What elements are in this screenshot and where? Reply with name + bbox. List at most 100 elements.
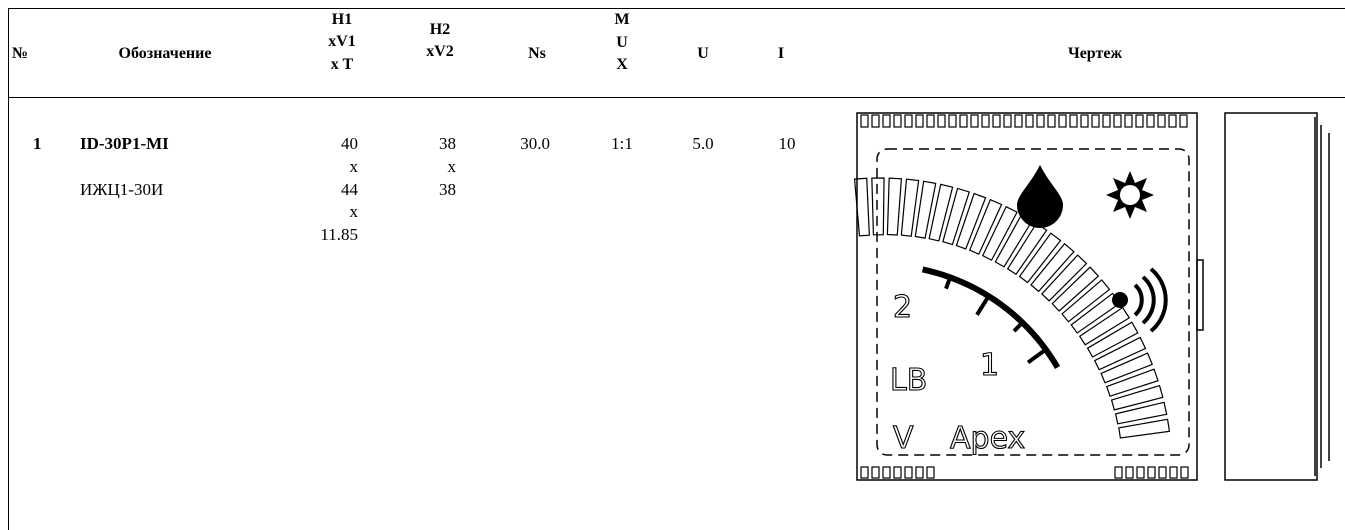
pin <box>1180 466 1189 479</box>
pin <box>1003 114 1012 128</box>
segment <box>886 177 903 236</box>
pin <box>1169 466 1178 479</box>
segment <box>968 198 1003 255</box>
header-cell: X <box>616 56 628 73</box>
segment <box>900 178 920 237</box>
pin <box>904 114 913 128</box>
segment <box>1078 306 1131 346</box>
cell: 10 <box>778 134 796 153</box>
pin <box>1114 466 1123 479</box>
pin <box>915 466 924 479</box>
segment <box>1086 321 1139 358</box>
pin <box>904 466 913 479</box>
pin <box>1168 114 1177 128</box>
segment <box>914 180 937 239</box>
pin <box>1113 114 1122 128</box>
pin <box>882 114 891 128</box>
pins <box>860 114 1189 479</box>
drawing: 2 LB 1 V Apex <box>853 112 1330 481</box>
pin <box>882 466 891 479</box>
cell: x <box>447 157 457 176</box>
segment <box>1093 336 1147 371</box>
drawing-label: V <box>893 421 914 456</box>
pin <box>871 466 880 479</box>
pin <box>1091 114 1100 128</box>
pin <box>1058 114 1067 128</box>
segment <box>1018 232 1062 284</box>
cell: 38 <box>439 180 456 199</box>
pin <box>915 114 924 128</box>
drawing-label: 1 <box>980 348 999 383</box>
signal-icon <box>1112 267 1168 333</box>
segment <box>1118 418 1171 439</box>
pin <box>1158 466 1167 479</box>
pin <box>1125 466 1134 479</box>
header-cell: Чертеж <box>1067 45 1123 62</box>
scale-tick <box>1012 321 1024 333</box>
pin <box>970 114 979 128</box>
sun-icon <box>1106 171 1154 219</box>
scale-tick <box>1026 347 1048 365</box>
cell: 30.0 <box>520 134 550 153</box>
pin <box>992 114 1001 128</box>
drawing-label: 2 <box>893 290 912 325</box>
scale-ticks <box>944 276 1048 365</box>
segment <box>1114 401 1168 425</box>
segment <box>942 187 971 246</box>
pin <box>871 114 880 128</box>
segment <box>928 183 954 242</box>
scale-tick <box>975 295 991 316</box>
cell: 40 <box>341 134 358 153</box>
header-cell: U <box>616 34 628 51</box>
cell: 11.85 <box>320 225 358 244</box>
pin <box>981 114 990 128</box>
segment <box>1105 368 1159 397</box>
cell: 1 <box>33 134 42 153</box>
pin <box>1135 114 1144 128</box>
header-cell: xV2 <box>426 43 454 60</box>
pin <box>1047 114 1056 128</box>
pin <box>1069 114 1078 128</box>
pin <box>1157 114 1166 128</box>
pin <box>1014 114 1023 128</box>
pin <box>1136 466 1145 479</box>
pin <box>1146 114 1155 128</box>
pin <box>948 114 957 128</box>
pin <box>1147 466 1156 479</box>
segment <box>1051 266 1100 312</box>
header-cell: xV1 <box>328 33 356 50</box>
pin <box>893 114 902 128</box>
segment <box>1006 222 1048 276</box>
pin <box>860 114 869 128</box>
segment <box>871 177 885 236</box>
header-bottom-border <box>8 97 1345 98</box>
cell: 38 <box>439 134 456 153</box>
segment <box>1110 384 1164 411</box>
pin <box>860 466 869 479</box>
header-cell: H1 <box>331 11 353 28</box>
cell: x <box>349 202 359 221</box>
table-left-border <box>8 8 9 530</box>
pin <box>926 466 935 479</box>
pin <box>1036 114 1045 128</box>
segment <box>1041 254 1088 302</box>
scale-tick <box>944 276 952 290</box>
header-cell: M <box>614 11 630 28</box>
pin <box>1102 114 1111 128</box>
cell: 1:1 <box>611 134 633 153</box>
header-cell: Обозначение <box>118 45 212 62</box>
header-cell: № <box>11 45 29 62</box>
cell: ID-30P1-MI <box>80 134 169 153</box>
cell: 5.0 <box>692 134 714 153</box>
pin <box>1124 114 1133 128</box>
pin <box>1025 114 1034 128</box>
drop-icon <box>1017 165 1063 228</box>
header-cell: Ns <box>528 45 546 62</box>
cell: 44 <box>341 180 358 199</box>
segment <box>981 205 1018 261</box>
header-cell: U <box>697 45 709 62</box>
pin <box>893 466 902 479</box>
segment <box>1061 279 1111 323</box>
table-top-border <box>8 8 1345 9</box>
